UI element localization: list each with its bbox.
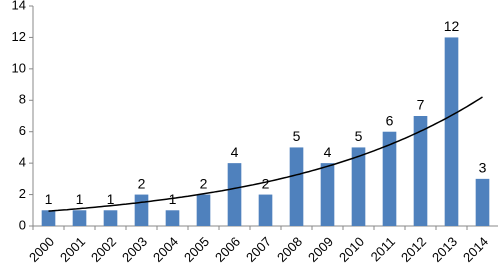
data-label: 4 [231, 144, 239, 160]
y-tick-label: 14 [12, 0, 26, 12]
data-label: 12 [444, 18, 460, 34]
x-tick-label: 2001 [57, 234, 88, 265]
data-label: 5 [293, 128, 301, 144]
x-tick-label: 2004 [150, 234, 181, 265]
data-label: 1 [76, 191, 84, 207]
x-tick-label: 2008 [274, 234, 305, 265]
data-label: 5 [355, 128, 363, 144]
x-tick-label: 2000 [26, 234, 57, 265]
bar [351, 147, 366, 226]
data-label: 6 [386, 112, 394, 128]
x-tick-label: 2013 [429, 234, 460, 265]
bar [227, 163, 242, 226]
y-tick-label: 10 [12, 60, 26, 75]
x-tick-label: 2010 [336, 234, 367, 265]
bar [444, 37, 459, 226]
bar [382, 131, 397, 226]
bar [475, 178, 490, 226]
data-label: 3 [479, 160, 487, 176]
bar [103, 210, 118, 226]
bar [258, 194, 273, 226]
bar [196, 194, 211, 226]
bar [165, 210, 180, 226]
y-tick-label: 4 [19, 155, 26, 170]
data-label: 1 [107, 191, 115, 207]
x-tick-label: 2014 [460, 234, 491, 265]
y-tick-label: 6 [19, 123, 26, 138]
bar [134, 194, 149, 226]
y-tick-label: 8 [19, 92, 26, 107]
data-label: 2 [262, 175, 270, 191]
bar [289, 147, 304, 226]
x-tick-label: 2005 [181, 234, 212, 265]
x-tick-label: 2007 [243, 234, 274, 265]
trendline [48, 96, 483, 212]
data-label: 7 [417, 97, 425, 113]
x-tick-label: 2012 [398, 234, 429, 265]
data-label: 1 [45, 191, 53, 207]
data-label: 2 [200, 175, 208, 191]
bar [413, 116, 428, 226]
bar [320, 163, 335, 226]
x-tick-label: 2006 [212, 234, 243, 265]
x-tick-label: 2009 [305, 234, 336, 265]
x-tick-label: 2002 [88, 234, 119, 265]
data-label: 4 [324, 144, 332, 160]
x-tick-label: 2003 [119, 234, 150, 265]
bar [72, 210, 87, 226]
y-tick-label: 2 [19, 186, 26, 201]
x-tick-label: 2011 [368, 234, 398, 264]
y-tick-label: 12 [12, 29, 26, 44]
data-label: 2 [138, 175, 146, 191]
y-tick-label: 0 [19, 217, 26, 232]
bar [41, 210, 56, 226]
